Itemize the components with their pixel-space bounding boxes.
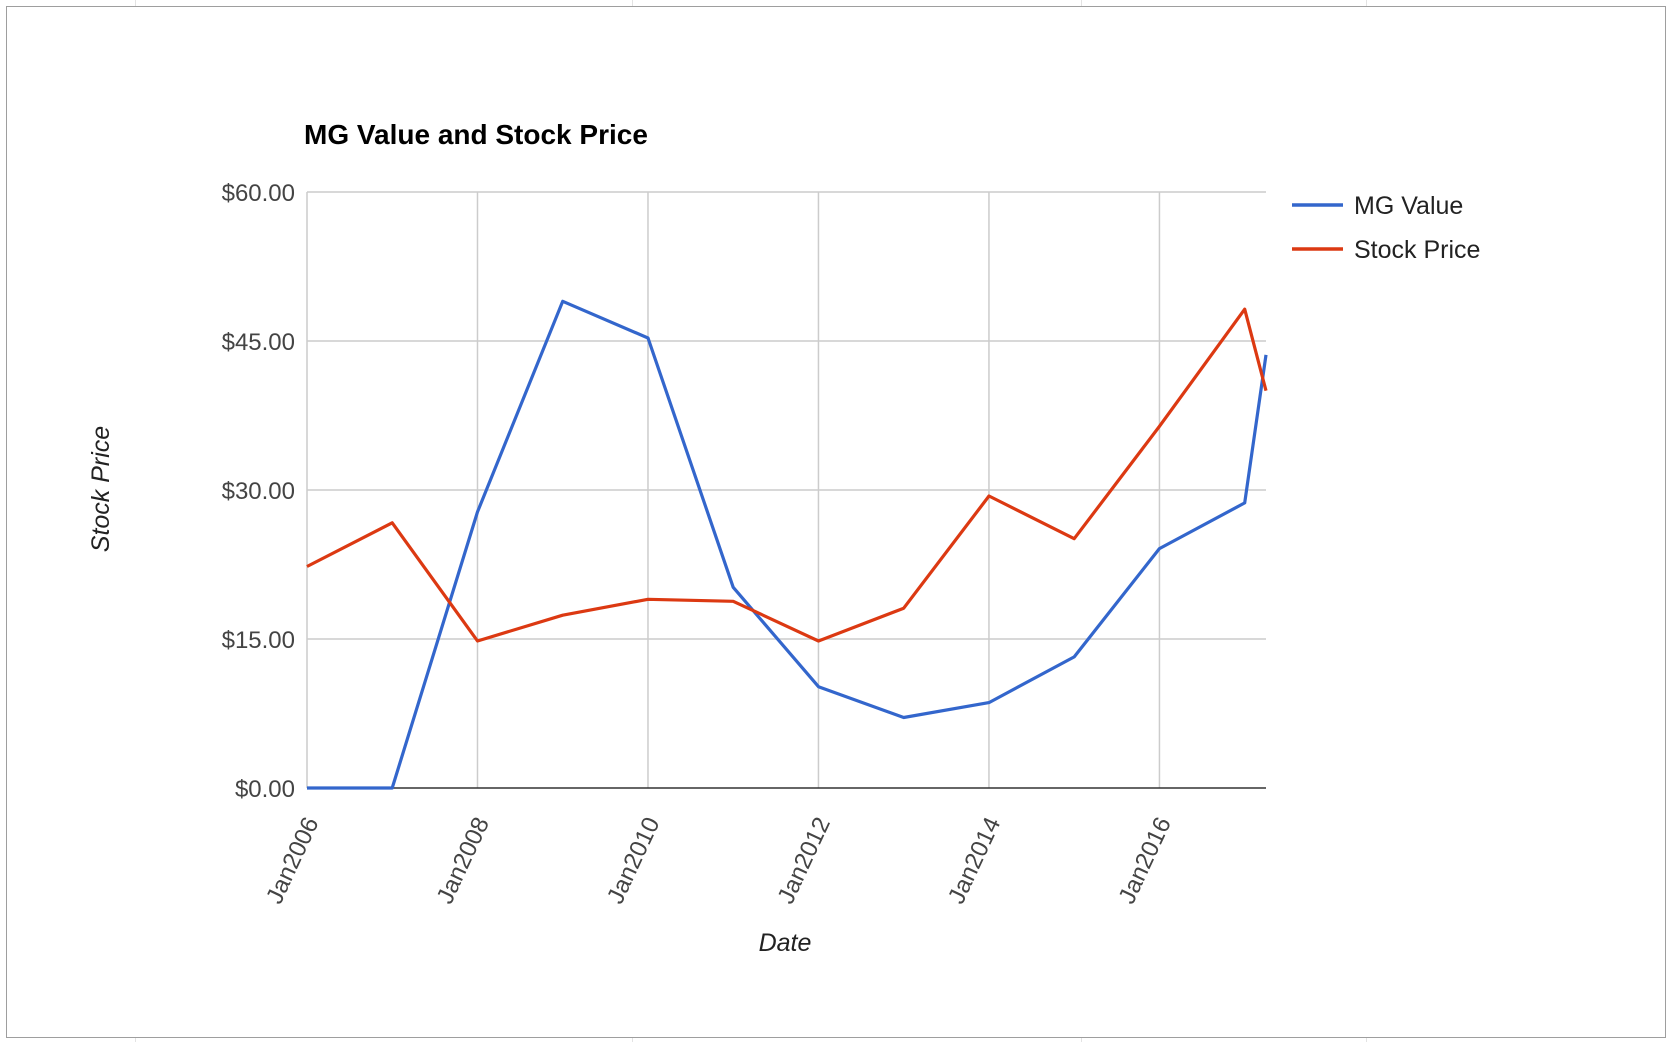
x-tick-label: Jan2016 (1113, 813, 1176, 908)
y-axis-tick-labels: $0.00 $15.00 $30.00 $45.00 $60.00 (222, 180, 295, 803)
line-chart: MG Value and Stock Price $0.00 $15.00 $30.… (87, 119, 1480, 957)
stock-price-series-line[interactable] (306, 307, 1268, 643)
x-tick-label: Jan2014 (943, 813, 1006, 908)
x-tick-label: Jan2008 (432, 813, 495, 908)
legend[interactable]: MG Value Stock Price (1292, 192, 1480, 264)
legend-item-mg-value[interactable]: MG Value (1292, 192, 1463, 220)
x-tick-label: Jan2006 (261, 813, 324, 908)
mg-value-series-line[interactable] (307, 299, 1268, 790)
legend-label: MG Value (1354, 192, 1463, 220)
x-axis-title: Date (759, 929, 812, 957)
gridlines (306, 191, 1266, 788)
y-tick-label: $15.00 (222, 627, 295, 654)
y-tick-label: $0.00 (235, 776, 295, 803)
x-tick-label: Jan2010 (602, 813, 665, 908)
y-tick-label: $45.00 (222, 329, 295, 356)
chart-container[interactable]: MG Value and Stock Price $0.00 $15.00 $30.… (6, 6, 1666, 1038)
legend-label: Stock Price (1354, 236, 1480, 264)
y-tick-label: $30.00 (222, 478, 295, 505)
y-axis-title: Stock Price (87, 426, 115, 552)
x-axis-tick-labels: Jan2006 Jan2008 Jan2010 Jan2012 Jan2014 Jan20… (261, 813, 1177, 908)
y-tick-label: $60.00 (222, 180, 295, 207)
data-series (306, 299, 1268, 790)
legend-item-stock-price[interactable]: Stock Price (1292, 236, 1480, 264)
x-tick-label: Jan2012 (773, 813, 836, 908)
chart-title: MG Value and Stock Price (304, 119, 648, 150)
